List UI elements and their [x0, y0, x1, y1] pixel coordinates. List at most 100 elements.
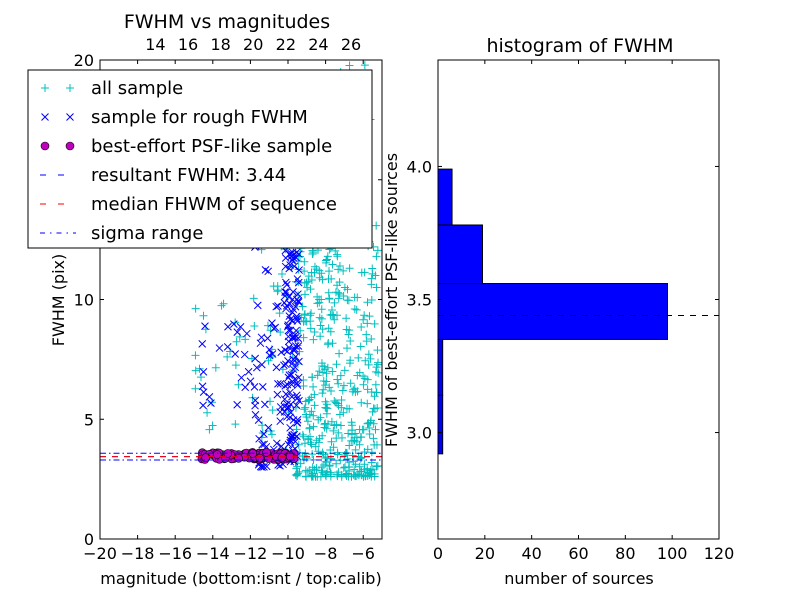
- scatter-point: [282, 304, 290, 313]
- x-tick-label: −8: [314, 544, 338, 563]
- scatter-point: [335, 349, 344, 358]
- legend-label: median FHWM of sequence: [91, 194, 337, 215]
- scatter-point: [277, 348, 286, 357]
- scatter-point: [281, 288, 289, 296]
- scatter-point: [322, 469, 331, 478]
- legend-marker: [65, 141, 75, 151]
- scatter-point: [287, 252, 296, 261]
- scatter-point: [324, 275, 333, 284]
- scatter-point: [326, 311, 335, 320]
- scatter-point: [333, 252, 342, 261]
- scatter-point: [357, 398, 366, 407]
- scatter-point: [260, 463, 268, 471]
- scatter-point: [257, 333, 266, 342]
- scatter-point: [347, 418, 356, 427]
- x-tick-label: −20: [83, 544, 117, 563]
- scatter-point: [250, 321, 259, 330]
- scatter-point: [314, 438, 323, 447]
- scatter-point: [328, 367, 337, 376]
- scatter-point: [291, 352, 300, 361]
- legend-entry: median FHWM of sequence: [40, 194, 337, 215]
- scatter-point: [359, 380, 368, 389]
- scatter-point: [345, 326, 354, 335]
- scatter-point: [373, 360, 382, 369]
- scatter-point: [211, 363, 220, 372]
- scatter-point: [267, 430, 276, 439]
- histogram-bar: [437, 168, 453, 226]
- scatter-point: [334, 265, 343, 274]
- legend-entry: sample for rough FWHM: [41, 107, 308, 128]
- scatter-point: [330, 396, 339, 405]
- scatter-point: [276, 379, 285, 388]
- scatter-point: [241, 335, 250, 344]
- scatter-point: [309, 411, 318, 420]
- scatter-point: [370, 440, 379, 449]
- scatter-point: [327, 437, 336, 446]
- scatter-point: [268, 319, 276, 327]
- scatter-point: [231, 361, 240, 370]
- scatter-point: [348, 436, 357, 445]
- scatter-point: [215, 344, 224, 352]
- scatter-point: [321, 397, 330, 406]
- scatter-point: [305, 395, 314, 404]
- scatter-point: [326, 468, 335, 477]
- scatter-point: [281, 262, 290, 271]
- scatter-point: [363, 298, 372, 307]
- scatter-point: [352, 433, 361, 442]
- scatter-point: [258, 360, 266, 369]
- scatter-point: [345, 441, 354, 450]
- scatter-point: [327, 305, 336, 314]
- scatter-top-ticks: 14 16 18 20 22 24 26: [145, 35, 361, 54]
- scatter-point: [322, 424, 331, 433]
- scatter-point: [352, 305, 361, 314]
- scatter-point: [294, 298, 303, 306]
- scatter-point: [312, 265, 321, 274]
- hist-x-tick-label: 60: [568, 544, 588, 563]
- histogram-ylabel: FWHM of best-effort PSF-like sources: [382, 153, 401, 447]
- scatter-point: [284, 321, 293, 330]
- scatter-point: [282, 280, 291, 289]
- scatter-point: [361, 356, 370, 365]
- scatter-point: [311, 472, 320, 481]
- scatter-point: [314, 447, 323, 456]
- scatter-point: [299, 333, 308, 342]
- scatter-point: [334, 468, 343, 477]
- scatter-point: [281, 346, 289, 354]
- histogram-bottom-ticks: 0 20 40 60 80 100 120: [433, 60, 734, 563]
- scatter-point: [327, 386, 336, 395]
- scatter-point: [271, 323, 280, 332]
- scatter-point: [373, 246, 382, 255]
- legend-entry: best-effort PSF-like sample: [40, 136, 332, 157]
- legend-label: sample for rough FWHM: [91, 107, 308, 128]
- scatter-point: [372, 283, 381, 292]
- scatter-point: [275, 309, 284, 318]
- y-tick-label: 0: [84, 530, 94, 549]
- scatter-point: [317, 305, 326, 314]
- scatter-point: [343, 285, 352, 294]
- scatter-point: [349, 457, 358, 466]
- scatter-point: [347, 472, 356, 481]
- scatter-point: [318, 389, 327, 398]
- scatter-point: [268, 350, 277, 358]
- scatter-point: [335, 289, 344, 298]
- scatter-point: [322, 403, 331, 412]
- scatter-point: [332, 459, 341, 468]
- scatter-point: [358, 425, 367, 434]
- scatter-point: [286, 423, 294, 432]
- scatter-point: [277, 453, 287, 462]
- scatter-point: [322, 369, 331, 378]
- scatter-point: [233, 400, 242, 409]
- hist-y-tick-label: 3.5: [407, 291, 432, 310]
- scatter-point: [373, 461, 382, 470]
- scatter-point: [345, 359, 354, 368]
- scatter-point: [354, 353, 363, 362]
- scatter-point: [254, 416, 263, 425]
- scatter-point: [286, 299, 294, 308]
- top-x-tick-label: 18: [210, 35, 230, 54]
- hist-x-tick-label: 80: [615, 544, 635, 563]
- x-tick-label: −6: [351, 544, 375, 563]
- scatter-point: [289, 365, 298, 374]
- scatter-point: [292, 326, 300, 335]
- scatter-point: [313, 371, 322, 380]
- scatter-point: [273, 390, 282, 399]
